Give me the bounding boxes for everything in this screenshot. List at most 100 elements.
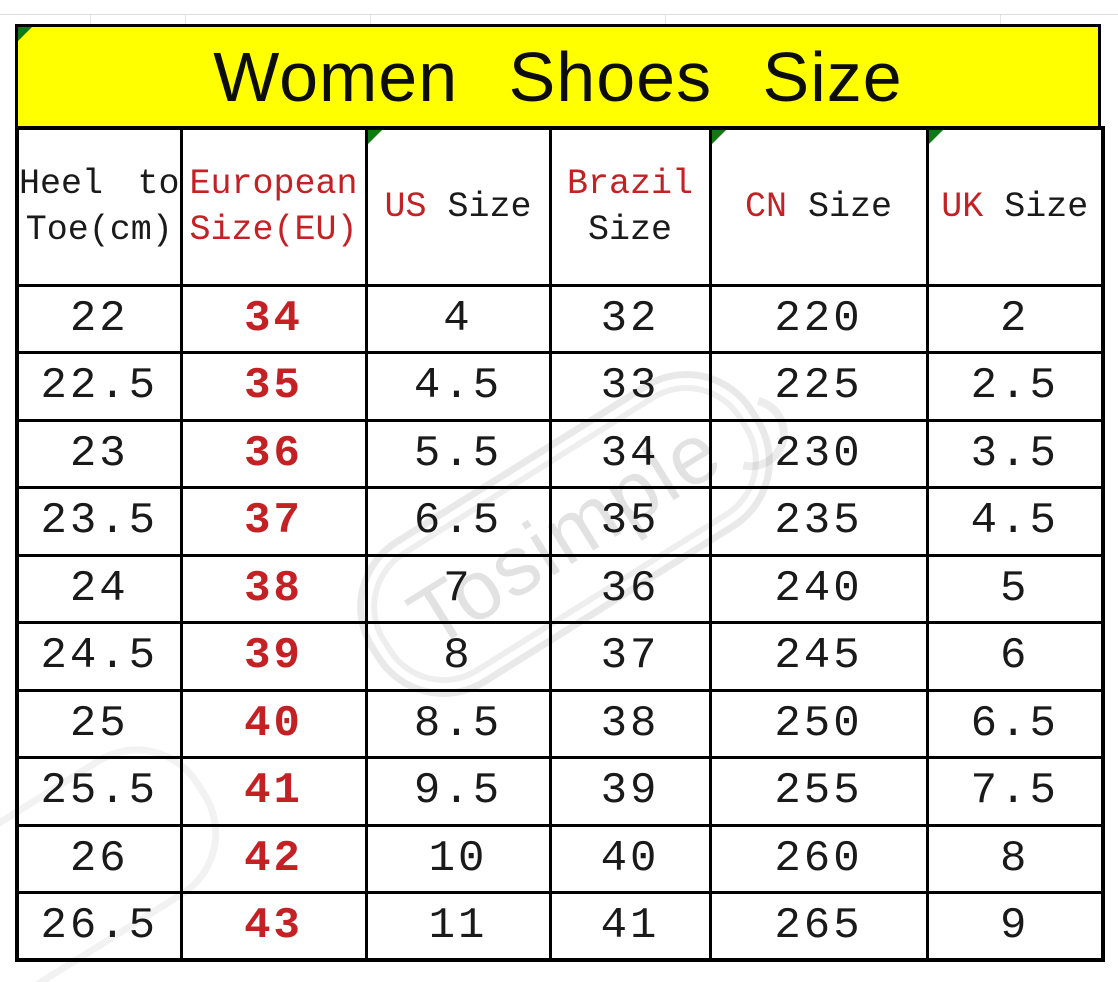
table-cell: 255 [708, 756, 929, 827]
column-header-cn-size: CN Size [708, 126, 929, 287]
table-cell: 38 [179, 553, 368, 624]
table-cell: 22 [15, 283, 183, 354]
header-text: Size [786, 186, 893, 227]
green-corner-triangle-icon [713, 131, 726, 144]
table-cell: 5.5 [364, 418, 552, 489]
table-cell: 24 [15, 553, 183, 624]
table-cell: 260 [708, 823, 929, 894]
table-cell: 250 [708, 688, 929, 759]
column-header-us-size: US Size [364, 126, 552, 287]
table-cell: 36 [179, 418, 368, 489]
table-cell: 7 [364, 553, 552, 624]
table-cell: 23 [15, 418, 183, 489]
table-body: 22 34 4 32 220 2 22.5 35 4.5 33 225 2.5 23 36 5.5 34 230… [15, 283, 1105, 962]
table-cell: 6.5 [364, 486, 552, 557]
green-corner-triangle-icon [930, 131, 943, 144]
column-header-european-size: European Size(EU) [179, 126, 368, 287]
table-cell: 40 [179, 688, 368, 759]
table-cell: 25.5 [15, 756, 183, 827]
header-text: US [384, 186, 427, 227]
table-cell: 265 [708, 891, 929, 962]
table-cell: 33 [548, 351, 712, 422]
table-cell: 245 [708, 621, 929, 692]
table-row: 22.5 35 4.5 33 225 2.5 [15, 351, 1105, 422]
title-banner: Women Shoes Size [15, 24, 1101, 129]
table-cell: 4.5 [364, 351, 552, 422]
column-header-brazil-size: Brazil Size [548, 126, 712, 287]
green-corner-triangle-icon [18, 27, 32, 41]
table-cell: 3.5 [925, 418, 1105, 489]
table-cell: 225 [708, 351, 929, 422]
table-cell: 235 [708, 486, 929, 557]
table-cell: 24.5 [15, 621, 183, 692]
table-cell: 230 [708, 418, 929, 489]
gridline-tick [90, 15, 91, 24]
table-cell: 37 [548, 621, 712, 692]
header-text: Size [587, 209, 672, 250]
gridline-tick [185, 15, 186, 24]
table-cell: 41 [548, 891, 712, 962]
table-row: 26.5 43 11 41 265 9 [15, 891, 1105, 962]
table-cell: 2 [925, 283, 1105, 354]
header-text: Size(EU) [189, 209, 358, 250]
table-cell: 22.5 [15, 351, 183, 422]
table-cell: 7.5 [925, 756, 1105, 827]
table-cell: 5 [925, 553, 1105, 624]
table-cell: 43 [179, 891, 368, 962]
table-cell: 26 [15, 823, 183, 894]
table-row: 26 42 10 40 260 8 [15, 823, 1105, 894]
table-cell: 32 [548, 283, 712, 354]
table-cell: 39 [179, 621, 368, 692]
gridline-tick [1000, 15, 1001, 24]
table-cell: 8 [364, 621, 552, 692]
header-text: Brazil [566, 163, 694, 204]
spreadsheet-gridline [0, 14, 1118, 15]
table-cell: 25 [15, 688, 183, 759]
table-cell: 11 [364, 891, 552, 962]
table-cell: 220 [708, 283, 929, 354]
table-cell: 8 [925, 823, 1105, 894]
column-header-heel-to-toe: Heel to Toe(cm) [15, 126, 183, 287]
table-cell: 4.5 [925, 486, 1105, 557]
header-text: Toe(cm) [25, 209, 173, 250]
table-cell: 10 [364, 823, 552, 894]
table-row: 22 34 4 32 220 2 [15, 283, 1105, 354]
table-row: 23 36 5.5 34 230 3.5 [15, 418, 1105, 489]
table-cell: 40 [548, 823, 712, 894]
table-cell: 6 [925, 621, 1105, 692]
header-text: CN [744, 186, 787, 227]
table-cell: 35 [548, 486, 712, 557]
table-cell: 26.5 [15, 891, 183, 962]
table-row: 23.5 37 6.5 35 235 4.5 [15, 486, 1105, 557]
table-row: 24.5 39 8 37 245 6 [15, 621, 1105, 692]
table-row: 24 38 7 36 240 5 [15, 553, 1105, 624]
gridline-tick [370, 15, 371, 24]
gridline-tick [665, 15, 666, 24]
size-table: Heel to Toe(cm) European Size(EU) US Siz… [15, 126, 1105, 962]
header-text: European [189, 163, 358, 204]
table-cell: 36 [548, 553, 712, 624]
column-header-uk-size: UK Size [925, 126, 1105, 287]
table-cell: 2.5 [925, 351, 1105, 422]
table-cell: 42 [179, 823, 368, 894]
table-cell: 23.5 [15, 486, 183, 557]
table-row: 25 40 8.5 38 250 6.5 [15, 688, 1105, 759]
header-text: Size [426, 186, 532, 227]
table-cell: 38 [548, 688, 712, 759]
table-cell: 34 [179, 283, 368, 354]
green-corner-triangle-icon [369, 131, 382, 144]
table-cell: 37 [179, 486, 368, 557]
header-text: UK [941, 186, 984, 227]
header-row: Heel to Toe(cm) European Size(EU) US Siz… [15, 126, 1105, 287]
page-title: Women Shoes Size [213, 37, 903, 116]
table-cell: 8.5 [364, 688, 552, 759]
table-cell: 6.5 [925, 688, 1105, 759]
header-text: Heel [19, 163, 104, 204]
table-row: 25.5 41 9.5 39 255 7.5 [15, 756, 1105, 827]
table-cell: 39 [548, 756, 712, 827]
header-text: to [137, 163, 180, 204]
header-text: Size [983, 186, 1089, 227]
table-cell: 41 [179, 756, 368, 827]
table-cell: 9 [925, 891, 1105, 962]
